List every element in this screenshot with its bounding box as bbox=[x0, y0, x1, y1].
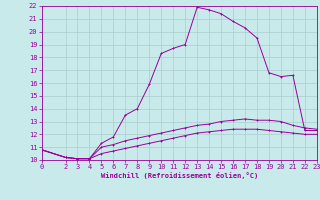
X-axis label: Windchill (Refroidissement éolien,°C): Windchill (Refroidissement éolien,°C) bbox=[100, 172, 258, 179]
